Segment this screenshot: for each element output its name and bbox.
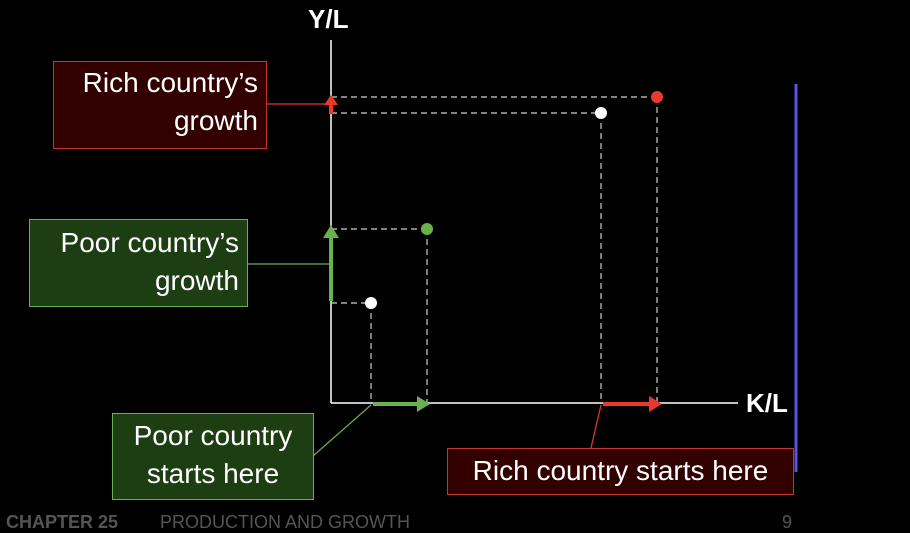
rich-growth-label: Rich country’s growth	[53, 61, 267, 149]
y-axis-label: Y/L	[308, 4, 349, 34]
poor-growth-label-line1: Poor country’s	[60, 227, 239, 258]
poor-growth-label-line2: growth	[154, 265, 239, 296]
rich-start-label: Rich country starts here	[447, 448, 794, 495]
rich-end-point	[651, 91, 663, 103]
rich-start-label-text: Rich country starts here	[472, 455, 769, 486]
rich-growth-label-line2: growth	[173, 105, 258, 136]
x-axis-label: K/L	[746, 388, 788, 418]
poor-start-label: Poor country starts here	[112, 413, 314, 500]
poor-end-point	[421, 223, 433, 235]
poor-start-label-line1: Poor country	[133, 420, 293, 451]
poor-start-leader	[312, 404, 372, 457]
poor-start-label-line2: starts here	[146, 458, 280, 489]
rich-start-leader	[590, 404, 602, 449]
rich-start-point	[595, 107, 607, 119]
footer-page-number: 9	[782, 512, 793, 532]
rich-growth-label-line1: Rich country’s	[82, 67, 258, 98]
poor-growth-x-arrow	[373, 396, 430, 412]
poor-growth-label: Poor country’s growth	[29, 219, 248, 307]
rich-growth-x-arrow	[603, 396, 662, 412]
poor-start-point	[365, 297, 377, 309]
poor-growth-y-arrow	[323, 225, 339, 301]
footer-title: PRODUCTION AND GROWTH	[160, 512, 410, 532]
footer-chapter: CHAPTER 25	[6, 512, 119, 532]
rich-growth-y-arrow	[324, 95, 338, 114]
